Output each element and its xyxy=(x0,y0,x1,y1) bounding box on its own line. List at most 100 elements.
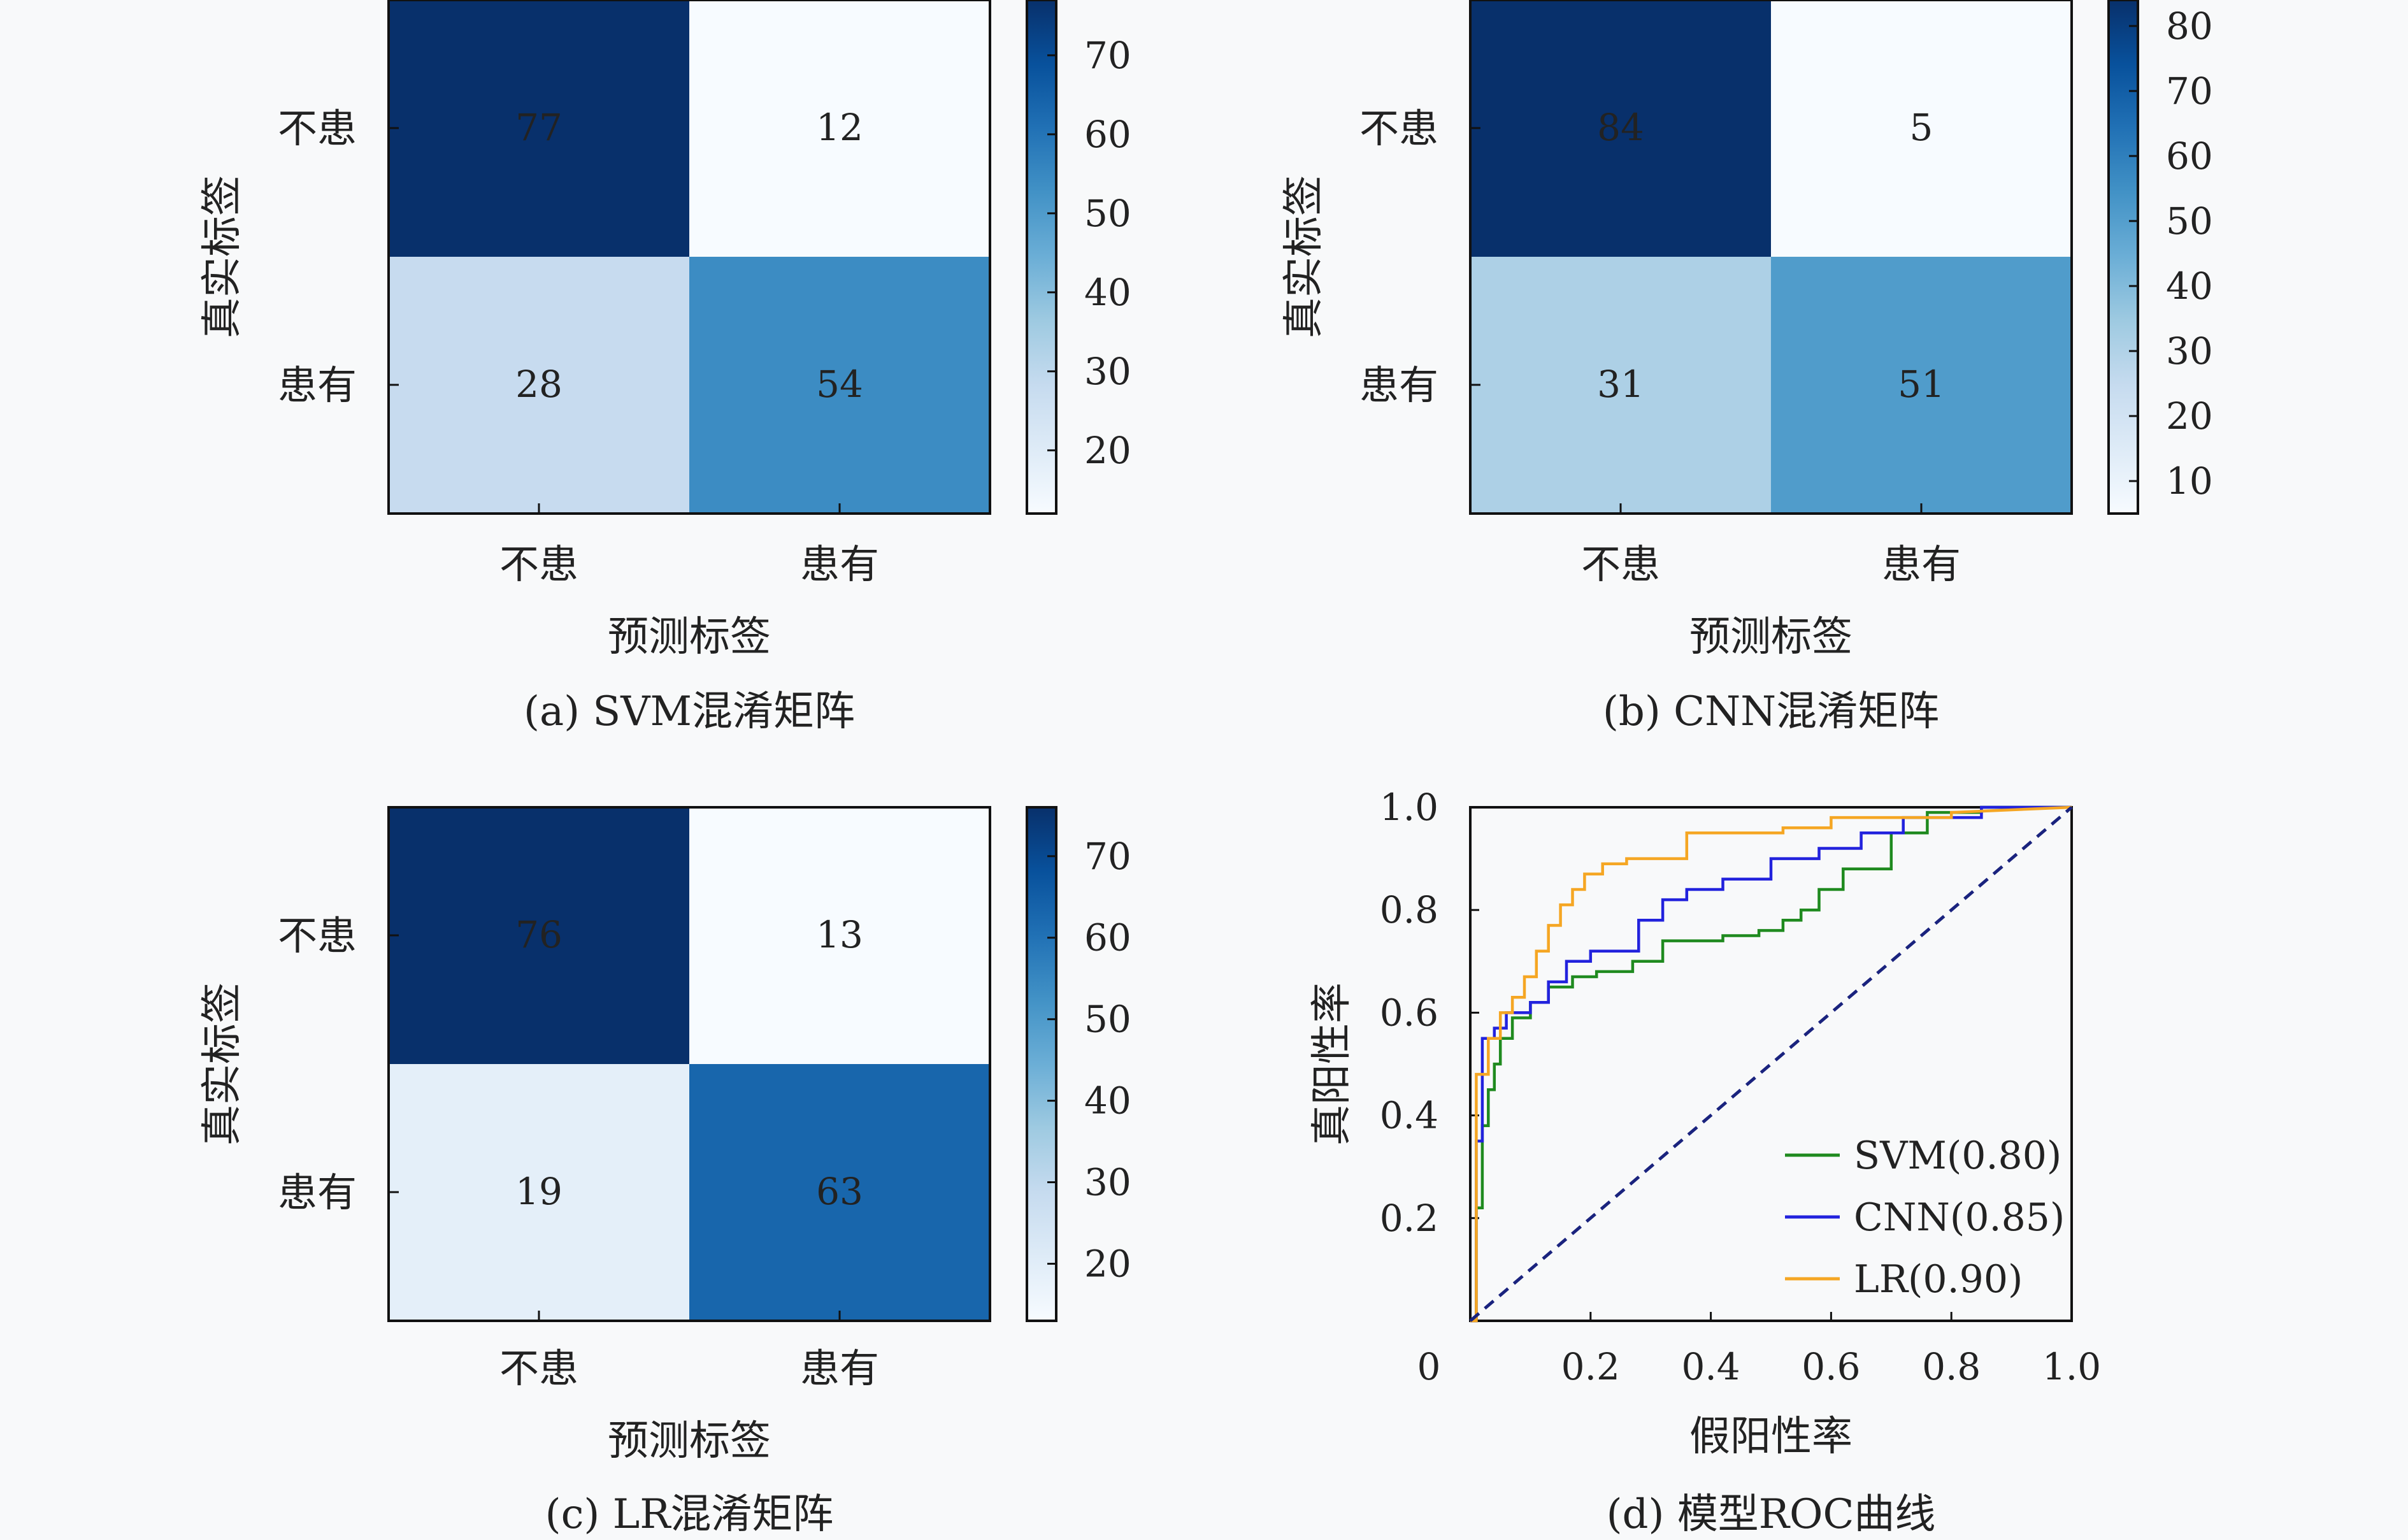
x-axis-label-c: 预测标签 xyxy=(608,1418,771,1465)
heatmap-a: 77 12 28 54 不患 患有 不患 患有 预测标签 真实标签 xyxy=(199,0,991,661)
colorbar-b-bar xyxy=(2107,0,2139,515)
cell-b-1-1 xyxy=(1771,257,2072,514)
x-category-a-1: 患有 xyxy=(800,541,879,587)
roc-line-svm xyxy=(1470,805,2072,1323)
cell-a-0-1 xyxy=(689,0,990,257)
cb-b-tick-label-7: 80 xyxy=(2166,4,2213,48)
roc-x-axis-label: 假阳性率 xyxy=(1689,1413,1853,1460)
roc-y-ticks: 0.2 0.4 0.6 0.8 1.0 xyxy=(1380,786,1479,1240)
cell-a-0-1-label: 12 xyxy=(816,106,863,149)
cb-b-tick-label-6: 70 xyxy=(2166,69,2213,113)
roc-lines xyxy=(1469,805,2073,1323)
cell-b-1-0-label: 31 xyxy=(1597,363,1644,406)
cb-b-tick-label-5: 60 xyxy=(2166,134,2213,178)
cell-b-0-1-label: 5 xyxy=(1910,106,1933,149)
cb-c-tick-label-3: 50 xyxy=(1084,998,1131,1041)
roc-xtick-label-2: 0.4 xyxy=(1681,1345,1740,1388)
x-category-c-1: 患有 xyxy=(800,1345,879,1392)
roc-xtick-label-3: 0.6 xyxy=(1802,1345,1860,1388)
roc-diagonal-line xyxy=(1469,806,2073,1322)
cb-a-tick-label-5: 70 xyxy=(1084,34,1131,77)
x-category-b-1: 患有 xyxy=(1882,541,1961,587)
heatmap-b: 84 5 31 51 不患 患有 不患 患有 预测标签 真实标签 xyxy=(1280,0,2073,661)
cell-b-1-1-label: 51 xyxy=(1898,363,1945,406)
heatmap-b-frame xyxy=(1469,0,2073,515)
roc-xtick-label-5: 1.0 xyxy=(2042,1345,2101,1388)
cb-c-tick-label-0: 20 xyxy=(1084,1242,1131,1285)
roc-ytick-label-2: 0.6 xyxy=(1380,991,1438,1034)
caption-a: (a) SVM混淆矩阵 xyxy=(524,688,855,735)
y-category-b-0: 不患 xyxy=(1359,105,1438,152)
cell-c-0-0 xyxy=(389,807,689,1064)
cb-b-tick-label-0: 10 xyxy=(2166,459,2213,503)
cb-c-tick-label-2: 40 xyxy=(1084,1079,1131,1123)
colorbar-b-ticks: 10 20 30 40 50 60 70 80 xyxy=(2129,4,2213,503)
x-axis-label-a: 预测标签 xyxy=(608,614,771,661)
y-axis-label-a: 真实标签 xyxy=(199,175,246,338)
cell-c-0-0-label: 76 xyxy=(515,913,563,956)
cb-c-tick-label-4: 60 xyxy=(1084,916,1131,960)
x-category-c-0: 不患 xyxy=(499,1345,578,1392)
cb-c-tick-label-5: 70 xyxy=(1084,835,1131,878)
roc-line-lr xyxy=(1470,805,2072,1323)
roc-ytick-label-4: 1.0 xyxy=(1380,786,1438,829)
panel-a: 77 12 28 54 不患 患有 不患 患有 预测标签 真实标签 20 30 40… xyxy=(199,0,1131,735)
cb-a-tick-label-3: 50 xyxy=(1084,192,1131,235)
cb-a-tick-label-4: 60 xyxy=(1084,113,1131,156)
cb-a-tick-label-1: 30 xyxy=(1084,350,1131,393)
cell-b-0-1 xyxy=(1771,0,2072,257)
roc-x-ticks: 0 0.2 0.4 0.6 0.8 1.0 xyxy=(1417,1312,2101,1388)
roc-ytick-label-3: 0.8 xyxy=(1380,888,1438,932)
y-category-c-1: 患有 xyxy=(278,1169,357,1216)
roc-ytick-label-0: 0.2 xyxy=(1380,1197,1438,1240)
y-axis-label-b: 真实标签 xyxy=(1280,175,1328,338)
colorbar-a-bar xyxy=(1026,0,1057,515)
roc-plot-frame xyxy=(1469,806,2073,1322)
cell-a-0-0-label: 77 xyxy=(515,106,563,149)
heatmap-a-frame xyxy=(387,0,991,515)
panel-d: 0 0.2 0.4 0.6 0.8 1.0 0.2 0.4 0.6 0.8 1.0 SVM(0.8… xyxy=(1308,786,2101,1538)
cb-a-tick-label-2: 40 xyxy=(1084,271,1131,314)
colorbar-c-ticks: 20 30 40 50 60 70 xyxy=(1047,835,1131,1285)
roc-legend-label-1: CNN(0.85) xyxy=(1854,1195,2065,1240)
roc-xtick-label-1: 0.2 xyxy=(1561,1345,1620,1388)
x-category-a-0: 不患 xyxy=(499,541,578,587)
heatmap-c-frame xyxy=(387,806,991,1322)
cb-b-tick-label-3: 40 xyxy=(2166,264,2213,308)
x-axis-label-b: 预测标签 xyxy=(1689,614,1853,661)
cb-b-tick-label-2: 30 xyxy=(2166,329,2213,373)
caption-b: (b) CNN混淆矩阵 xyxy=(1603,688,1939,735)
cb-a-tick-label-0: 20 xyxy=(1084,429,1131,472)
heatmap-c: 76 13 19 63 不患 患有 不患 患有 预测标签 真实标签 xyxy=(199,806,991,1465)
colorbar-b: 10 20 30 40 50 60 70 80 xyxy=(2107,0,2213,515)
colorbar-c-bar xyxy=(1026,806,1057,1322)
roc-y-axis-label: 真阳性率 xyxy=(1308,982,1356,1146)
colorbar-a: 20 30 40 50 60 70 xyxy=(1026,0,1131,515)
cell-c-1-1-label: 63 xyxy=(816,1170,863,1213)
roc-ytick-label-1: 0.4 xyxy=(1380,1094,1438,1137)
cell-a-1-0 xyxy=(389,257,689,514)
cell-c-1-0-label: 19 xyxy=(515,1170,563,1213)
cell-c-0-1 xyxy=(689,807,990,1064)
roc-xtick-label-4: 0.8 xyxy=(1922,1345,1981,1388)
roc-legend-label-0: SVM(0.80) xyxy=(1854,1133,2061,1178)
roc-line-cnn xyxy=(1470,805,2072,1323)
roc-legend-label-2: LR(0.90) xyxy=(1854,1257,2023,1302)
cell-b-0-0 xyxy=(1470,0,1771,257)
y-axis-label-c: 真实标签 xyxy=(199,982,246,1146)
caption-c: (c) LR混淆矩阵 xyxy=(545,1491,834,1538)
cell-a-1-1-label: 54 xyxy=(816,363,863,406)
cell-c-1-1 xyxy=(689,1064,990,1321)
cell-a-1-0-label: 28 xyxy=(515,363,563,406)
cb-b-tick-label-1: 20 xyxy=(2166,394,2213,438)
cell-b-0-0-label: 84 xyxy=(1597,106,1644,149)
colorbar-c: 20 30 40 50 60 70 xyxy=(1026,806,1131,1322)
y-category-b-1: 患有 xyxy=(1359,362,1438,408)
cell-a-0-0 xyxy=(389,0,689,257)
roc-legend: SVM(0.80) CNN(0.85) LR(0.90) xyxy=(1785,1133,2065,1302)
cell-a-1-1 xyxy=(689,257,990,514)
cb-b-tick-label-4: 50 xyxy=(2166,199,2213,243)
roc-xtick-label-0: 0 xyxy=(1417,1345,1441,1388)
